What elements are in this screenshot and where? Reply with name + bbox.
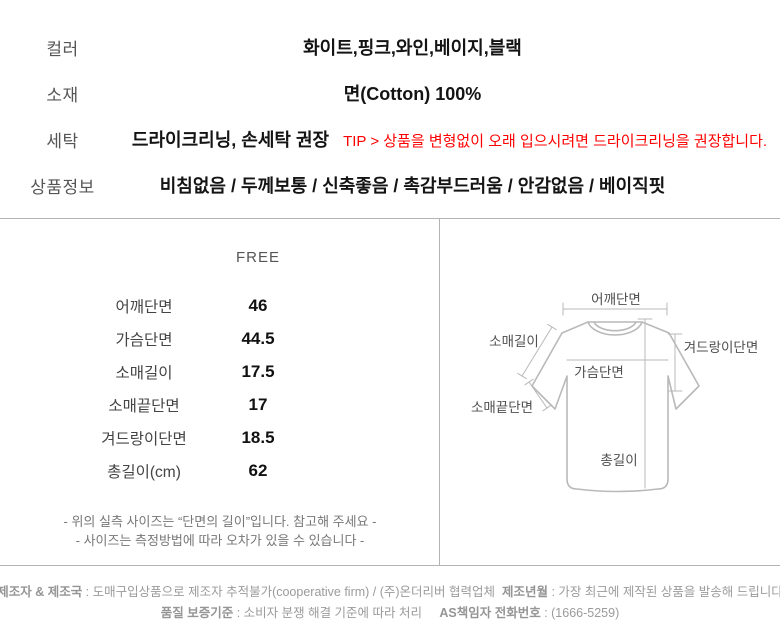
product-info-section: 컬러 화이트,핑크,와인,베이지,블랙 소재 면(Cotton) 100% 세탁… xyxy=(0,0,780,219)
footer-maker-label: 제조자 & 제조국 xyxy=(0,585,83,599)
size-value-cuff: 17 xyxy=(248,394,268,414)
info-row-material: 소재 면(Cotton) 100% xyxy=(0,70,780,116)
manufacturer-footer: 제조자 & 제조국 : 도매구입상품으로 제조자 추적불가(cooperativ… xyxy=(0,566,780,624)
info-label-washing: 세탁 xyxy=(46,131,79,151)
table-row: 겨드랑이단면 18.5 xyxy=(0,421,440,454)
info-label-color: 컬러 xyxy=(46,39,79,59)
sleeve-length-tick-bottom xyxy=(517,372,527,380)
table-row: 총길이(cm) 62 xyxy=(0,454,440,487)
size-table: 어깨단면 46 가슴단면 44.5 소매길이 17.5 소매끝단면 17 겨드랑… xyxy=(0,289,440,487)
footer-as-phone-label: AS책임자 전화번호 xyxy=(439,606,541,620)
diagram-label-total-length: 총길이 xyxy=(600,453,637,468)
footer-quality-value: : 소비자 분쟁 해결 기준에 따라 처리 xyxy=(233,606,440,620)
washing-tip-text: TIP > 상품을 변형없이 오래 입으시려면 드라이크리닝을 권장합니다. xyxy=(343,133,768,150)
size-value-shoulder: 46 xyxy=(248,295,268,315)
size-table-panel: FREE 어깨단면 46 가슴단면 44.5 소매길이 17.5 소매끝단면 1… xyxy=(0,219,440,565)
cuff-tick-top xyxy=(524,378,534,386)
table-row: 소매길이 17.5 xyxy=(0,355,440,388)
size-value-chest: 44.5 xyxy=(241,328,275,348)
sleeve-length-measure-line xyxy=(521,326,553,377)
info-row-product-details: 상품정보 비침없음 / 두께보통 / 신축좋음 / 촉감부드러움 / 안감없음 … xyxy=(0,162,780,208)
diagram-label-cuff: 소매끝단면 xyxy=(471,400,533,415)
size-note-line2: - 사이즈는 측정방법에 따라 오차가 있을 수 있습니다 - xyxy=(75,533,365,548)
info-value-color: 화이트,핑크,와인,베이지,블랙 xyxy=(303,38,522,58)
tshirt-measurement-diagram: 어깨단면 소매길이 가슴단면 소매끝단면 총길이 겨드랑이단면 xyxy=(471,292,759,493)
diagram-label-armhole: 겨드랑이단면 xyxy=(684,340,759,355)
diagram-label-chest: 가슴단면 xyxy=(574,365,624,380)
info-row-washing: 세탁 드라이크리닝, 손세탁 권장 TIP > 상품을 변형없이 오래 입으시려면… xyxy=(0,116,780,162)
collar-inner-arc xyxy=(593,321,637,332)
size-section: FREE 어깨단면 46 가슴단면 44.5 소매길이 17.5 소매끝단면 1… xyxy=(0,219,780,566)
size-value-total-length: 62 xyxy=(248,460,268,480)
cuff-measure-line xyxy=(528,381,548,409)
cuff-tick-bottom xyxy=(542,404,552,412)
diagram-label-shoulder: 어깨단면 xyxy=(591,292,641,307)
sleeve-length-tick-top xyxy=(547,323,557,331)
diagram-panel: 어깨단면 소매길이 가슴단면 소매끝단면 총길이 겨드랑이단면 xyxy=(440,219,780,565)
size-notes: - 위의 실측 사이즈는 “단면의 길이”입니다. 참고해 주세요 - - 사이… xyxy=(0,512,440,550)
info-label-product-details: 상품정보 xyxy=(30,177,95,197)
footer-as-phone-value: : (1666-5259) xyxy=(540,606,620,620)
footer-quality-label: 품질 보증기준 xyxy=(160,606,234,620)
table-row: 어깨단면 46 xyxy=(0,289,440,322)
size-label-chest: 가슴단면 xyxy=(115,331,173,349)
diagram-label-sleeve-length: 소매길이 xyxy=(489,334,539,349)
footer-date-value: : 가장 최근에 제작된 상품을 발송해 드립니다 xyxy=(548,585,780,599)
table-row: 소매끝단면 17 xyxy=(0,388,440,421)
size-label-shoulder: 어깨단면 xyxy=(115,298,173,316)
size-label-sleeve-length: 소매길이 xyxy=(115,364,173,382)
tshirt-outline xyxy=(531,321,700,493)
info-label-material: 소재 xyxy=(46,85,79,105)
footer-line-1: 제조자 & 제조국 : 도매구입상품으로 제조자 추적불가(cooperativ… xyxy=(0,582,780,603)
footer-line-2: 품질 보증기준 : 소비자 분쟁 해결 기준에 따라 처리 AS책임자 전화번호… xyxy=(161,603,620,624)
size-label-armhole: 겨드랑이단면 xyxy=(101,430,187,448)
info-value-washing: 드라이크리닝, 손세탁 권장 TIP > 상품을 변형없이 오래 입으시려면 드라… xyxy=(125,126,780,152)
size-label-cuff: 소매끝단면 xyxy=(108,397,180,415)
table-row: 가슴단면 44.5 xyxy=(0,322,440,355)
footer-maker-value: : 도매구입상품으로 제조자 추적불가(cooperative firm) / … xyxy=(82,585,502,599)
size-value-sleeve-length: 17.5 xyxy=(241,361,275,381)
size-note-line1: - 위의 실측 사이즈는 “단면의 길이”입니다. 참고해 주세요 - xyxy=(63,514,377,529)
size-label-total-length: 총길이(cm) xyxy=(107,463,181,481)
size-column-header: FREE xyxy=(235,249,280,266)
info-value-product-details: 비침없음 / 두께보통 / 신축좋음 / 촉감부드러움 / 안감없음 / 베이직… xyxy=(159,176,666,196)
size-value-armhole: 18.5 xyxy=(241,427,275,447)
collar-outer-arc xyxy=(587,321,643,336)
info-row-color: 컬러 화이트,핑크,와인,베이지,블랙 xyxy=(0,24,780,70)
footer-date-label: 제조년월 xyxy=(501,585,548,599)
washing-method-text: 드라이크리닝, 손세탁 권장 xyxy=(131,130,330,150)
info-value-material: 면(Cotton) 100% xyxy=(343,84,482,104)
